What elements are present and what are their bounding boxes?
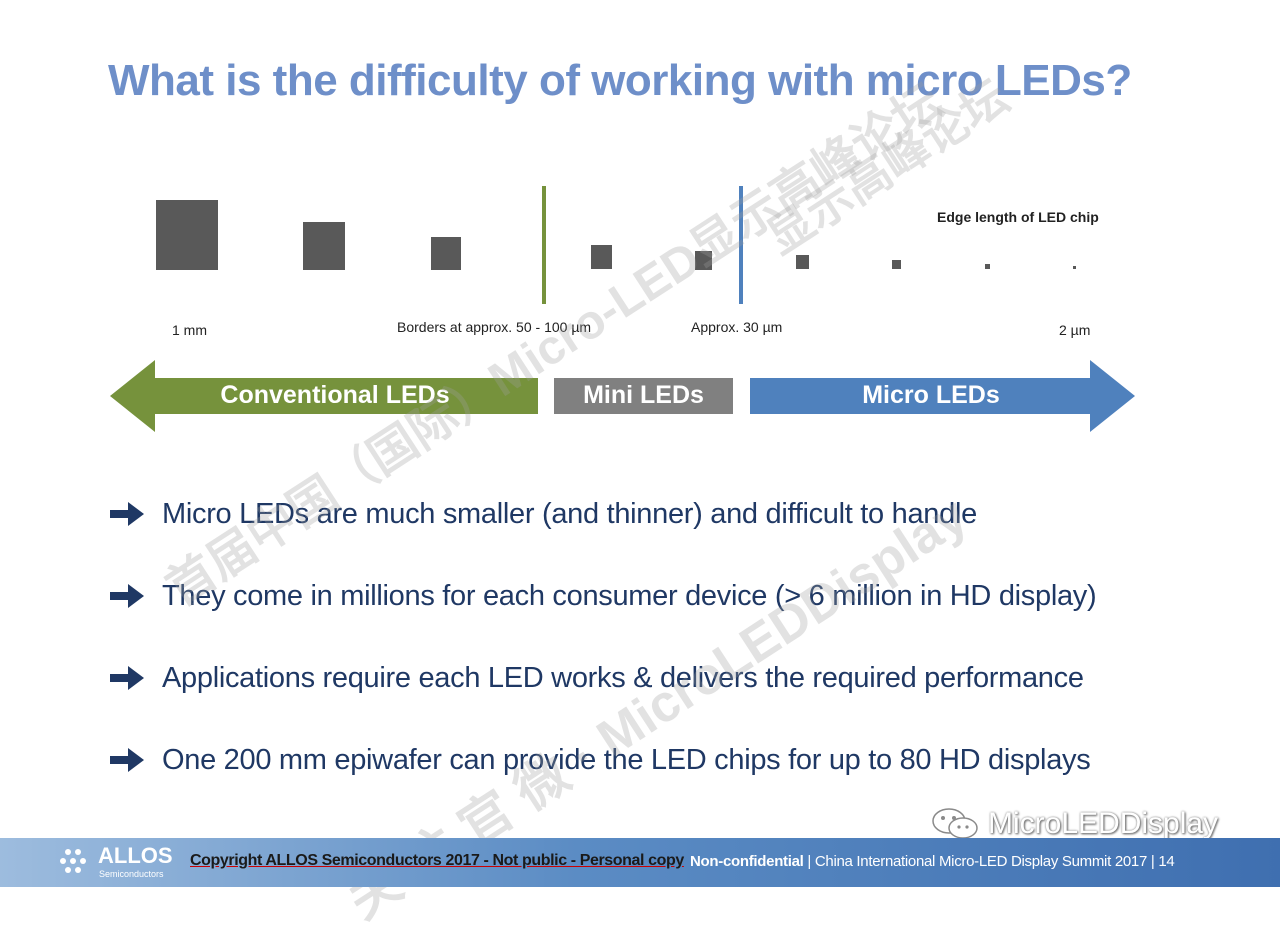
arrow-right-icon — [110, 666, 144, 690]
wechat-account-name: MicroLEDDisplay — [988, 807, 1219, 840]
mini-leds-band — [554, 378, 733, 414]
copyright-notice: Copyright ALLOS Semiconductors 2017 - No… — [190, 852, 684, 869]
mini-leds-label: Mini LEDs — [583, 381, 704, 409]
chip-square — [431, 237, 461, 270]
allos-logo-subtitle: Semiconductors — [99, 869, 164, 879]
border-line-green — [542, 186, 546, 304]
bullet-item: Micro LEDs are much smaller (and thinner… — [108, 494, 977, 534]
confidentiality-label: Non-confidential — [690, 853, 804, 870]
chip-square-2um — [1073, 266, 1076, 269]
wechat-watermark: MicroLEDDisplay — [930, 806, 1218, 842]
bullet-text: One 200 mm epiwafer can provide the LED … — [162, 743, 1091, 776]
chip-square-1mm — [156, 200, 218, 270]
allos-logo-name: ALLOS — [98, 843, 173, 868]
edge-length-label: Edge length of LED chip — [937, 209, 1099, 225]
chip-square — [303, 222, 345, 270]
page-number: 14 — [1158, 853, 1175, 870]
label-borders: Borders at approx. 50 - 100 µm — [397, 319, 592, 335]
watermark-text: 首届中国（国际）Micro-LED显示高峰论坛 — [157, 75, 952, 617]
bullet-item: One 200 mm epiwafer can provide the LED … — [108, 740, 1091, 780]
slide-title: What is the difficulty of working with m… — [108, 56, 1132, 105]
bullet-item: They come in millions for each consumer … — [108, 576, 1097, 616]
footer-info: Non-confidential | China International M… — [690, 853, 1175, 870]
label-2um: 2 µm — [1059, 322, 1091, 338]
border-line-blue — [739, 186, 743, 304]
chip-square — [985, 264, 990, 269]
micro-leds-label: Micro LEDs — [862, 381, 1000, 409]
chip-square — [591, 245, 612, 269]
conventional-leds-arrow — [110, 360, 538, 432]
arrow-right-icon — [110, 502, 144, 526]
bullet-item: Applications require each LED works & de… — [108, 658, 1084, 698]
arrow-right-icon — [110, 748, 144, 772]
footer-separator: | — [1150, 853, 1159, 870]
conventional-leds-label: Conventional LEDs — [220, 381, 450, 409]
micro-leds-arrow — [750, 360, 1135, 432]
allos-logo-icon — [60, 849, 86, 873]
bullet-text: They come in millions for each consumer … — [162, 579, 1097, 612]
bullet-text: Applications require each LED works & de… — [162, 661, 1084, 694]
bullet-text: Micro LEDs are much smaller (and thinner… — [162, 497, 977, 530]
wechat-icon — [932, 808, 978, 839]
chip-square — [892, 260, 901, 269]
arrow-right-icon — [110, 584, 144, 608]
event-name: China International Micro-LED Display Su… — [814, 853, 1147, 870]
footer-separator: | — [807, 853, 815, 870]
label-1mm: 1 mm — [172, 322, 207, 338]
label-approx-30: Approx. 30 µm — [691, 319, 783, 335]
chip-square — [695, 251, 712, 270]
chip-square — [796, 255, 809, 269]
footer-bar — [0, 838, 1280, 887]
